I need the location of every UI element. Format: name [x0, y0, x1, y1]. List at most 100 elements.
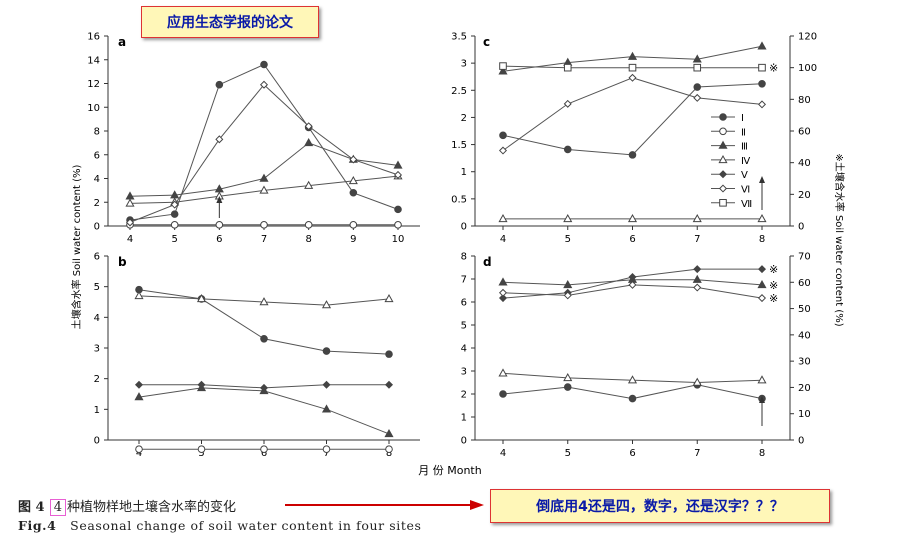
panel-c-x-tick-label: 4: [500, 234, 506, 245]
panel-a-data-point: [259, 185, 269, 194]
panel-b-x-tick-label: 6: [261, 448, 267, 459]
panel-d-data-point: [563, 291, 572, 300]
panel-a-y-tick-label: 2: [94, 198, 100, 209]
panel-d-axes: d 0 1 2 3 4 5 6 7 8 0 10 20 30 40 50 60 70 4 5 6 7 8: [461, 252, 811, 460]
panel-b-data-point: [384, 294, 394, 303]
panel-b-y-tick-label: 1: [94, 405, 100, 416]
panel-c-y-tick-label: 0.5: [451, 194, 467, 205]
y-axis-label-left: 土壤含水率 Soil water content (%): [70, 164, 83, 329]
panel-a-data-point: [394, 205, 402, 214]
panel-b-y-tick-label: 5: [94, 282, 100, 293]
panel-c-series-3: [498, 214, 767, 223]
panel-c-data-point: [499, 131, 507, 140]
panel-b-data-point: [322, 347, 331, 355]
panel-d-series-1: [499, 381, 766, 403]
panel-d-data-point: [692, 377, 702, 386]
panel-d-y2-tick-label: 50: [798, 304, 811, 315]
panel-d-data-point: [693, 265, 702, 274]
panel-b-data-point: [384, 380, 394, 389]
panel-d-y-tick-label: 7: [461, 275, 467, 286]
panel-a-y-tick-label: 0: [94, 222, 100, 233]
panel-c-y-tick-label: 2.5: [451, 86, 467, 97]
panel-d-data-point: [563, 372, 573, 382]
panel-d-data-point: [757, 265, 767, 274]
panel-b-data-point: [259, 297, 269, 306]
panel-a-data-point: [348, 175, 358, 185]
panel-c-y-tick-label: 3.5: [451, 32, 467, 43]
panel-a-data-point: [125, 198, 135, 207]
panel-d-y-tick-label: 1: [461, 413, 467, 424]
panel-a-y-tick-label: 6: [94, 150, 100, 161]
panel-c-y2-tick-label: 80: [798, 95, 811, 106]
panel-c-x-tick-label: 5: [565, 234, 571, 245]
panel-d-y2-tick-label: 10: [798, 409, 811, 420]
panel-a-x-tick-label: 9: [350, 234, 356, 245]
panel-b-data-point: [259, 383, 269, 392]
panel-d-y-tick-label: 6: [461, 298, 467, 309]
panel-d-series-4: ※: [498, 263, 778, 303]
legend-marker: [718, 184, 728, 193]
y-axis-label-right: ※土壤含水率 Soil water content (%): [833, 153, 846, 326]
panel-c-y-tick-label: 3: [461, 59, 467, 70]
panel-d-right-axis-marker: ※: [769, 292, 778, 305]
panel-d-x-tick-label: 8: [759, 448, 765, 459]
panel-a-data-point: [259, 173, 269, 182]
panel-c-data-point: [693, 63, 702, 72]
panel-a-data-point: [349, 221, 358, 229]
panel-d-letter: d: [483, 255, 492, 269]
legend-marker: [718, 140, 728, 149]
panel-a-letter: a: [118, 35, 126, 49]
figure-caption-zh: 图 4 4 种植物样地土壤含水率的变化: [18, 496, 236, 516]
caption-zh-prefix: 图 4: [18, 500, 45, 515]
panel-c-y-tick-label: 2: [461, 113, 467, 124]
panel-a-data-point: [393, 160, 403, 169]
panel-a-data-point: [304, 122, 313, 131]
panel-d-y-tick-label: 0: [461, 436, 467, 447]
panel-d-data-point: [628, 394, 637, 403]
panel-d-right-axis-marker: ※: [769, 279, 778, 292]
panel-a-x-tick-label: 7: [261, 234, 267, 245]
panel-c-y2-tick-label: 40: [798, 158, 811, 169]
legend-marker: [719, 127, 727, 136]
panel-c-data-point: [498, 66, 508, 75]
panel-c-x-tick-label: 7: [694, 234, 700, 245]
panel-c-letter: c: [483, 35, 490, 49]
panel-c-y2-tick-label: 120: [798, 32, 817, 43]
panel-d-series-5: ※: [498, 280, 778, 305]
panel-d-arrow-head: [759, 396, 765, 403]
panel-c-axes: c 0 0.5 1 1.5 2 2.5 3 3.5 0 20 40 60 80 100 120 4 5 6 7 8: [451, 32, 817, 246]
panel-a-x-tick-label: 4: [127, 234, 133, 245]
panel-b-data-point: [385, 445, 393, 454]
panel-a-data-point: [215, 135, 224, 144]
panel-a-series-5: [125, 80, 403, 227]
panel-b-series-2: [135, 445, 393, 454]
panel-c-data-point: [498, 146, 508, 155]
panel-c-arrow-head: [759, 176, 765, 183]
panel-c-y2-tick-label: 0: [798, 222, 804, 233]
legend-marker: [718, 154, 728, 164]
caption-en-prefix: Fig.4: [18, 518, 57, 533]
panel-b-data-point: [385, 350, 393, 358]
panel-d-y2-tick-label: 20: [798, 383, 811, 394]
panel-d-data-point: [498, 277, 508, 286]
panel-c-y2-tick-label: 100: [798, 63, 817, 74]
panel-b-data-point: [134, 392, 144, 401]
panel-b-series-line: [138, 387, 390, 435]
panel-b-x-tick-label: 4: [136, 448, 142, 459]
panel-d-data-point: [499, 390, 507, 398]
panel-c-data-point: [757, 41, 767, 50]
panel-c-data-point: [692, 54, 702, 63]
panel-d-data-point: [498, 368, 508, 377]
panel-a-y-tick-label: 16: [87, 32, 100, 43]
panel-b-y-tick-label: 3: [94, 344, 100, 355]
panel-d-y-tick-label: 3: [461, 367, 467, 378]
panel-d-data-point: [757, 375, 767, 384]
panel-c-y-tick-label: 1: [461, 167, 467, 178]
panel-d-x-tick-label: 7: [694, 448, 700, 459]
panel-a-axes: a 0 2 4 6 8 10 12 14 16 4 5 6 7 8 9 10: [87, 32, 420, 245]
panel-c-x-tick-label: 6: [629, 234, 635, 245]
panel-c-data-point: [498, 214, 508, 223]
legend-marker: [719, 113, 727, 121]
